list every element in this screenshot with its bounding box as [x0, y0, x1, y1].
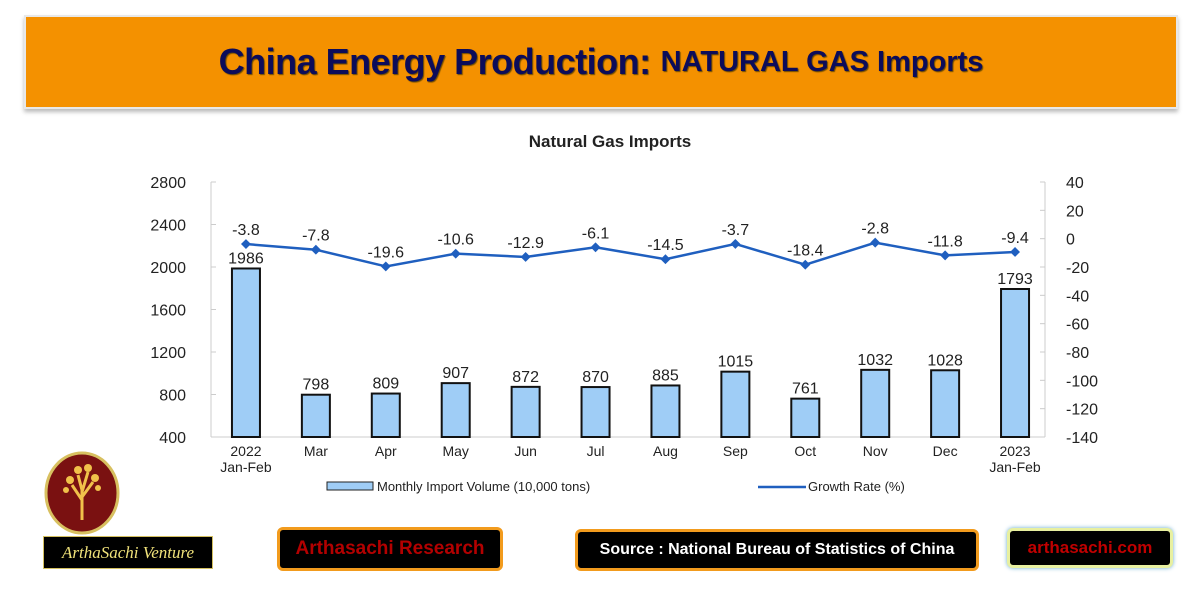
left-tick-label: 2800 [150, 175, 186, 192]
bar [510, 385, 541, 439]
line-label: -18.4 [787, 243, 824, 260]
line-point [660, 254, 671, 265]
line-label: -3.8 [232, 222, 260, 239]
line-point [590, 242, 601, 253]
legend-bar-swatch [326, 481, 374, 491]
bar-label: 1015 [718, 354, 754, 371]
bar-label: 761 [792, 381, 819, 398]
left-tick-label: 1200 [150, 345, 186, 362]
left-tick-label: 2400 [150, 218, 186, 235]
x-tick-label: Sep [723, 443, 748, 459]
line-label: -14.5 [647, 237, 684, 254]
line-point [380, 261, 391, 272]
line-label: -6.1 [582, 225, 610, 242]
x-tick-label: Apr [375, 443, 397, 459]
line-point [310, 244, 321, 255]
right-tick-label: -100 [1066, 373, 1098, 390]
bar-label: 885 [652, 367, 679, 384]
x-tick-label: Aug [653, 443, 678, 459]
bar [300, 393, 331, 438]
bar [580, 386, 611, 438]
right-tick-label: 0 [1066, 232, 1075, 249]
growth-line [245, 241, 1016, 268]
line-point [730, 238, 741, 249]
line-point [1010, 247, 1020, 257]
line-label: -12.9 [507, 235, 544, 252]
bar-label: 1032 [857, 352, 893, 369]
line-point [800, 259, 811, 270]
x-tick-label: Jul [587, 443, 605, 459]
bar-label: 798 [303, 377, 330, 394]
right-tick-label: -120 [1066, 402, 1098, 419]
left-tick-label: 2000 [150, 260, 186, 277]
left-tick-label: 400 [159, 430, 186, 447]
line-label: -7.8 [302, 228, 330, 245]
bar-label: 809 [372, 376, 399, 393]
x-tick-label: 2023 Jan-Feb [989, 443, 1041, 475]
website-link[interactable]: arthasachi.com [1007, 528, 1173, 568]
line-point [940, 250, 951, 261]
bar-label: 870 [582, 369, 609, 386]
bar [650, 384, 681, 438]
right-tick-label: -140 [1066, 430, 1098, 447]
line-label: -10.6 [437, 232, 474, 249]
line-label: -9.4 [1001, 230, 1029, 247]
legend-bar-label: Monthly Import Volume (10,000 tons) [377, 479, 590, 494]
x-tick-label: Oct [794, 443, 816, 459]
x-tick-label: 2022 Jan-Feb [220, 443, 272, 475]
bar [930, 369, 961, 438]
line-point [450, 248, 461, 259]
research-badge: Arthasachi Research [277, 527, 503, 571]
line-point [241, 239, 251, 249]
line-point [520, 251, 531, 262]
bar [720, 370, 751, 438]
x-tick-label: Mar [304, 443, 328, 459]
bar [440, 382, 471, 439]
left-tick-label: 800 [159, 388, 186, 405]
right-tick-label: 20 [1066, 203, 1084, 220]
logo-label: ArthaSachi Venture [43, 536, 213, 569]
chart-title: Natural Gas Imports [529, 132, 692, 151]
bar [230, 267, 261, 438]
legend-line-label: Growth Rate (%) [808, 479, 905, 494]
line-point [870, 237, 881, 248]
line-label: -19.6 [368, 244, 405, 261]
bar [790, 397, 821, 438]
bar-label: 1986 [228, 250, 264, 267]
x-tick-label: Dec [933, 443, 958, 459]
bar [860, 368, 891, 439]
line-label: -11.8 [927, 233, 962, 250]
x-tick-label: Nov [863, 443, 888, 459]
title-banner: China Energy Production: NATURAL GAS Imp… [24, 15, 1178, 109]
right-tick-label: -40 [1066, 288, 1089, 305]
source-badge: Source : National Bureau of Statistics o… [575, 529, 979, 571]
title-sub: NATURAL GAS Imports [660, 45, 984, 78]
x-tick-label: Jun [514, 443, 537, 459]
bar [370, 392, 401, 439]
right-tick-label: -60 [1066, 317, 1089, 334]
right-tick-label: 40 [1066, 175, 1084, 192]
line-label: -3.7 [722, 222, 750, 239]
right-tick-label: -20 [1066, 260, 1089, 277]
bar-label: 872 [512, 369, 539, 386]
bar-label: 1028 [927, 352, 963, 369]
bar-label: 1793 [997, 271, 1033, 288]
bar [1000, 287, 1031, 438]
bar-label: 907 [442, 365, 469, 382]
left-tick-label: 1600 [150, 303, 186, 320]
x-tick-label: May [442, 443, 468, 459]
right-tick-label: -80 [1066, 345, 1089, 362]
title-main: China Energy Production: [218, 41, 652, 82]
line-label: -2.8 [861, 221, 889, 238]
